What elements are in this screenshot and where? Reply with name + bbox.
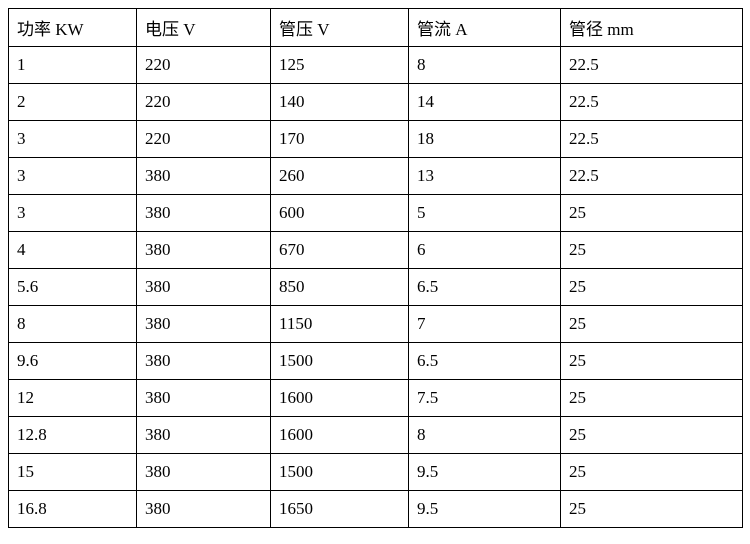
cell-tube-v: 1600 xyxy=(271,417,409,454)
cell-tube-v: 1500 xyxy=(271,454,409,491)
cell-tube-v: 670 xyxy=(271,232,409,269)
cell-diameter: 25 xyxy=(561,454,743,491)
table-row: 3 220 170 18 22.5 xyxy=(9,121,743,158)
table-row: 1 220 125 8 22.5 xyxy=(9,47,743,84)
cell-diameter: 25 xyxy=(561,195,743,232)
table-header-row: 功率 KW 电压 V 管压 V 管流 A 管径 mm xyxy=(9,9,743,47)
cell-tube-a: 18 xyxy=(409,121,561,158)
cell-tube-a: 8 xyxy=(409,47,561,84)
cell-diameter: 22.5 xyxy=(561,47,743,84)
cell-power: 4 xyxy=(9,232,137,269)
table-row: 16.8 380 1650 9.5 25 xyxy=(9,491,743,528)
cell-power: 3 xyxy=(9,121,137,158)
cell-power: 3 xyxy=(9,158,137,195)
cell-voltage: 380 xyxy=(137,380,271,417)
cell-tube-v: 1500 xyxy=(271,343,409,380)
cell-tube-a: 7.5 xyxy=(409,380,561,417)
cell-power: 9.6 xyxy=(9,343,137,380)
table-row: 3 380 600 5 25 xyxy=(9,195,743,232)
cell-voltage: 380 xyxy=(137,158,271,195)
cell-tube-a: 9.5 xyxy=(409,454,561,491)
table-row: 12.8 380 1600 8 25 xyxy=(9,417,743,454)
cell-diameter: 25 xyxy=(561,380,743,417)
cell-tube-v: 125 xyxy=(271,47,409,84)
cell-diameter: 25 xyxy=(561,491,743,528)
cell-tube-a: 7 xyxy=(409,306,561,343)
col-header-diameter: 管径 mm xyxy=(561,9,743,47)
table-row: 15 380 1500 9.5 25 xyxy=(9,454,743,491)
cell-voltage: 220 xyxy=(137,47,271,84)
cell-power: 16.8 xyxy=(9,491,137,528)
cell-tube-a: 6.5 xyxy=(409,269,561,306)
table-row: 9.6 380 1500 6.5 25 xyxy=(9,343,743,380)
table-row: 2 220 140 14 22.5 xyxy=(9,84,743,121)
cell-voltage: 380 xyxy=(137,491,271,528)
cell-voltage: 380 xyxy=(137,454,271,491)
cell-tube-v: 260 xyxy=(271,158,409,195)
cell-voltage: 380 xyxy=(137,417,271,454)
cell-power: 2 xyxy=(9,84,137,121)
cell-power: 3 xyxy=(9,195,137,232)
col-header-tube-v: 管压 V xyxy=(271,9,409,47)
cell-diameter: 25 xyxy=(561,417,743,454)
cell-voltage: 380 xyxy=(137,306,271,343)
cell-diameter: 25 xyxy=(561,343,743,380)
cell-diameter: 22.5 xyxy=(561,84,743,121)
cell-tube-a: 9.5 xyxy=(409,491,561,528)
cell-power: 1 xyxy=(9,47,137,84)
cell-tube-a: 14 xyxy=(409,84,561,121)
cell-diameter: 22.5 xyxy=(561,121,743,158)
cell-tube-v: 170 xyxy=(271,121,409,158)
col-header-voltage: 电压 V xyxy=(137,9,271,47)
spec-table: 功率 KW 电压 V 管压 V 管流 A 管径 mm 1 220 125 8 2… xyxy=(8,8,743,528)
col-header-power: 功率 KW xyxy=(9,9,137,47)
cell-tube-a: 6.5 xyxy=(409,343,561,380)
cell-diameter: 22.5 xyxy=(561,158,743,195)
cell-power: 12.8 xyxy=(9,417,137,454)
cell-tube-v: 1600 xyxy=(271,380,409,417)
cell-power: 15 xyxy=(9,454,137,491)
cell-tube-v: 1650 xyxy=(271,491,409,528)
cell-voltage: 220 xyxy=(137,121,271,158)
cell-power: 8 xyxy=(9,306,137,343)
cell-tube-a: 5 xyxy=(409,195,561,232)
cell-tube-v: 600 xyxy=(271,195,409,232)
cell-diameter: 25 xyxy=(561,306,743,343)
table-row: 12 380 1600 7.5 25 xyxy=(9,380,743,417)
cell-power: 12 xyxy=(9,380,137,417)
cell-tube-v: 850 xyxy=(271,269,409,306)
cell-tube-a: 13 xyxy=(409,158,561,195)
cell-voltage: 380 xyxy=(137,343,271,380)
table-row: 5.6 380 850 6.5 25 xyxy=(9,269,743,306)
table-row: 8 380 1150 7 25 xyxy=(9,306,743,343)
cell-tube-a: 8 xyxy=(409,417,561,454)
cell-tube-v: 140 xyxy=(271,84,409,121)
table-row: 3 380 260 13 22.5 xyxy=(9,158,743,195)
cell-voltage: 220 xyxy=(137,84,271,121)
cell-tube-v: 1150 xyxy=(271,306,409,343)
col-header-tube-a: 管流 A xyxy=(409,9,561,47)
cell-voltage: 380 xyxy=(137,232,271,269)
cell-voltage: 380 xyxy=(137,269,271,306)
table-row: 4 380 670 6 25 xyxy=(9,232,743,269)
cell-diameter: 25 xyxy=(561,269,743,306)
cell-tube-a: 6 xyxy=(409,232,561,269)
cell-power: 5.6 xyxy=(9,269,137,306)
cell-diameter: 25 xyxy=(561,232,743,269)
cell-voltage: 380 xyxy=(137,195,271,232)
